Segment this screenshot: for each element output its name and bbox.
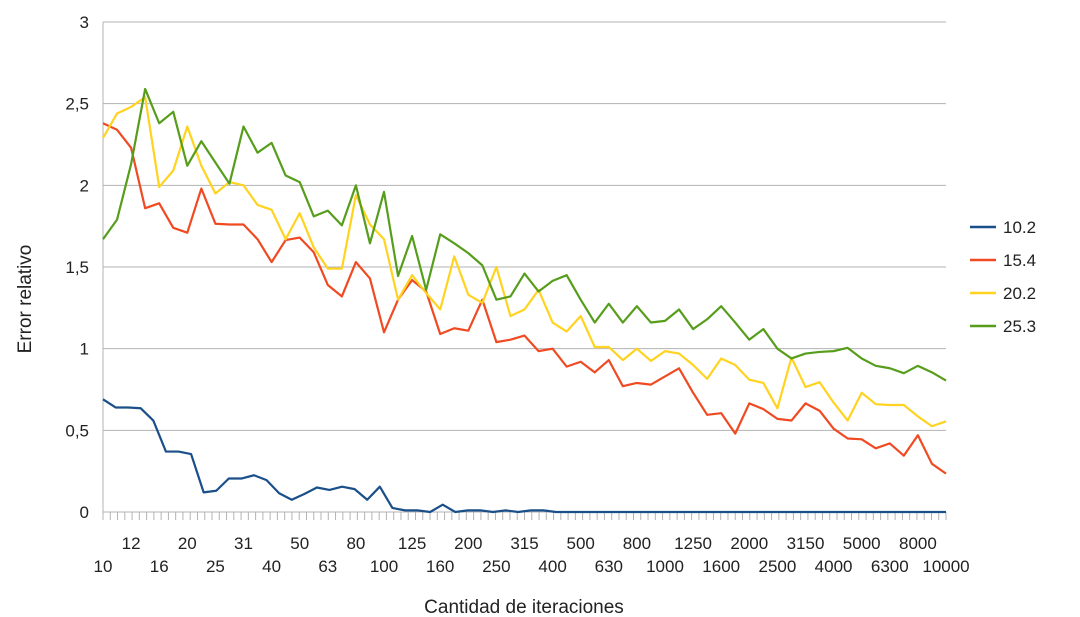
x-tick-label: 2500: [758, 557, 796, 576]
x-tick-label: 1600: [702, 557, 740, 576]
x-tick-label: 400: [538, 557, 566, 576]
x-tick-label: 4000: [815, 557, 853, 576]
x-tick-label: 200: [454, 534, 482, 553]
x-tick-label: 3150: [787, 534, 825, 553]
x-tick-label: 800: [623, 534, 651, 553]
legend: 10.2 15.4 20.2 25.3: [970, 218, 1036, 336]
y-tick-label: 2: [80, 176, 89, 195]
series-line-25.3: [102, 87, 947, 382]
x-tick-label: 25: [206, 557, 225, 576]
y-tick-label: 1: [80, 340, 89, 359]
x-tick-label: 8000: [899, 534, 937, 553]
y-tick-label: 1,5: [65, 258, 89, 277]
legend-label: 15.4: [1003, 251, 1036, 270]
x-tick-label: 315: [510, 534, 538, 553]
axes: [102, 22, 947, 520]
y-tick-label: 2,5: [65, 95, 89, 114]
legend-label: 20.2: [1003, 284, 1036, 303]
x-tick-label: 250: [482, 557, 510, 576]
x-tick-label: 1000: [646, 557, 684, 576]
x-tick-label: 5000: [843, 534, 881, 553]
legend-label: 10.2: [1003, 218, 1036, 237]
gridlines: [103, 21, 946, 431]
y-tick-labels: 0 0,5 1 1,5 2 2,5 3: [65, 13, 89, 522]
y-tick-label: 0: [80, 503, 89, 522]
x-tick-label: 160: [426, 557, 454, 576]
series-line-10.2: [102, 398, 946, 514]
x-tick-label: 500: [567, 534, 595, 553]
x-tick-label: 40: [262, 557, 281, 576]
x-tick-label: 10: [94, 557, 113, 576]
x-tick-label: 10000: [922, 557, 969, 576]
x-tick-label: 1250: [674, 534, 712, 553]
y-tick-label: 0,5: [65, 421, 89, 440]
x-tick-label: 630: [595, 557, 623, 576]
series-line-20.2: [102, 96, 947, 428]
legend-item: 20.2: [970, 284, 1036, 303]
x-axis-title: Cantidad de iteraciones: [424, 597, 624, 617]
x-tick-label: 80: [346, 534, 365, 553]
series-line-15.4: [102, 122, 947, 475]
x-tick-label: 31: [234, 534, 253, 553]
series-lines: [102, 87, 947, 514]
x-tick-label: 125: [398, 534, 426, 553]
x-tick-label: 16: [150, 557, 169, 576]
legend-item: 10.2: [970, 218, 1036, 237]
legend-label: 25.3: [1003, 317, 1036, 336]
x-tick-label: 50: [290, 534, 309, 553]
x-tick-label: 2000: [730, 534, 768, 553]
x-tick-label: 12: [122, 534, 141, 553]
y-axis-title: Error relativo: [15, 245, 36, 354]
x-tick-labels: 10 16 25 40 63 100 160 250 400 630 1000 1600 2500 400…: [94, 534, 970, 576]
legend-item: 15.4: [970, 251, 1036, 270]
x-tick-label: 20: [178, 534, 197, 553]
y-tick-label: 3: [80, 13, 89, 32]
x-tick-label: 100: [370, 557, 398, 576]
x-tick-label: 63: [318, 557, 337, 576]
x-tick-label: 6300: [871, 557, 909, 576]
legend-item: 25.3: [970, 317, 1036, 336]
